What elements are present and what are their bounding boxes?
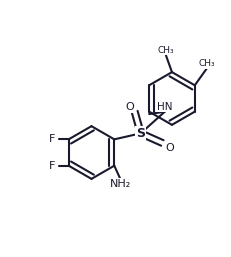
Text: F: F (49, 161, 55, 171)
Text: F: F (49, 134, 55, 144)
Text: S: S (136, 127, 145, 140)
Text: O: O (125, 102, 134, 112)
Text: CH₃: CH₃ (198, 59, 215, 68)
Text: NH₂: NH₂ (110, 179, 131, 189)
Text: O: O (165, 143, 174, 153)
Text: HN: HN (157, 102, 173, 112)
Text: CH₃: CH₃ (158, 46, 174, 55)
